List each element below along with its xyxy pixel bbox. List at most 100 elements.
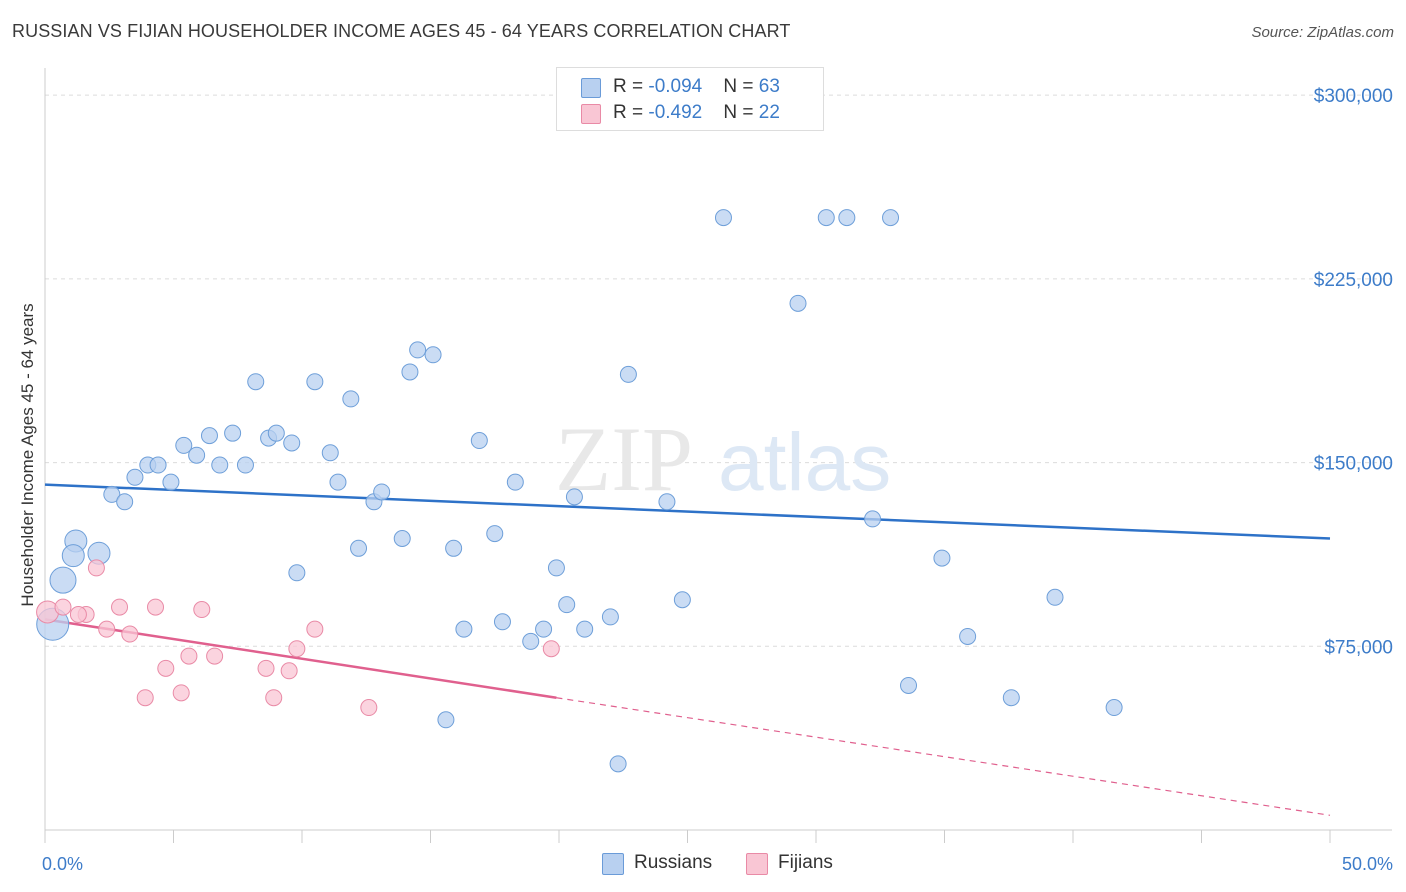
x-tick-labels: 0.0% 50.0% xyxy=(42,854,1393,874)
russian-point xyxy=(817,209,835,227)
y-tick-label: $75,000 xyxy=(1324,637,1393,658)
russian-point xyxy=(393,530,411,548)
russian-point xyxy=(103,485,121,503)
russian-point xyxy=(267,424,285,442)
y-axis-label: Householder Income Ages 45 - 64 years xyxy=(18,303,37,606)
russian-point xyxy=(329,473,347,491)
russian-point xyxy=(864,510,882,528)
fijian-point xyxy=(542,640,560,658)
legend-n-value: 22 xyxy=(758,102,780,123)
russian-point xyxy=(445,539,463,557)
russian-point xyxy=(522,632,540,650)
fijian-point xyxy=(280,662,298,680)
russian-point xyxy=(350,539,368,557)
russian-point xyxy=(455,620,473,638)
x-tick-label: 0.0% xyxy=(42,854,83,874)
russian-point xyxy=(200,427,218,445)
chart-title: RUSSIAN VS FIJIAN HOUSEHOLDER INCOME AGE… xyxy=(12,21,791,41)
watermark-atlas: atlas xyxy=(718,417,891,508)
russian-point xyxy=(49,566,77,594)
russian-point xyxy=(424,346,442,364)
russian-point xyxy=(211,456,229,474)
fijian-point xyxy=(87,559,105,577)
russian-point xyxy=(188,446,206,464)
legend-r-value: -0.094 xyxy=(648,76,703,97)
fijian-point xyxy=(306,620,324,638)
y-tick-label: $300,000 xyxy=(1314,86,1393,107)
fijian-point xyxy=(206,647,224,665)
russian-point xyxy=(609,755,627,773)
russian-point xyxy=(900,676,918,694)
russian-trend-line xyxy=(44,483,1331,540)
fijian-point xyxy=(193,601,211,619)
russian-point xyxy=(658,493,676,511)
russian-point xyxy=(1105,699,1123,717)
legend-swatch-russians xyxy=(581,78,601,98)
russian-point xyxy=(838,209,856,227)
russian-point xyxy=(714,209,732,227)
legend-r-label: R = xyxy=(613,76,649,97)
russian-point xyxy=(149,456,167,474)
russians-swatch xyxy=(602,853,624,875)
russian-point xyxy=(1046,588,1064,606)
legend-n-value: 63 xyxy=(758,76,780,97)
russian-point xyxy=(437,711,455,729)
fijian-point xyxy=(111,598,129,616)
russian-point xyxy=(558,596,576,614)
fijian-point xyxy=(360,699,378,717)
russian-point xyxy=(236,456,254,474)
fijian-point xyxy=(121,625,139,643)
trend-lines xyxy=(44,483,1331,816)
russian-point xyxy=(506,473,524,491)
russian-point xyxy=(576,620,594,638)
fijian-point xyxy=(288,640,306,658)
source-label: Source: ZipAtlas.com xyxy=(1251,24,1394,41)
russian-point xyxy=(619,365,637,383)
legend-r-label: R = xyxy=(613,102,649,123)
russian-point xyxy=(547,559,565,577)
fijian-point xyxy=(172,684,190,702)
russians-label: Russians xyxy=(634,852,713,873)
fijian-point xyxy=(157,659,175,677)
y-tick-label: $150,000 xyxy=(1314,454,1393,475)
fijian-point xyxy=(147,598,165,616)
russian-point xyxy=(493,613,511,631)
fijian-trend-line xyxy=(44,618,557,699)
russian-point xyxy=(789,294,807,312)
grid-lines xyxy=(45,94,1392,647)
russian-point xyxy=(673,591,691,609)
russian-point xyxy=(162,473,180,491)
y-tick-label: $225,000 xyxy=(1314,270,1393,291)
russian-point xyxy=(342,390,360,408)
russian-point xyxy=(175,436,193,454)
russian-point xyxy=(409,341,427,359)
fijian-point xyxy=(98,620,116,638)
russian-point xyxy=(288,564,306,582)
fijian-point xyxy=(180,647,198,665)
russian-point xyxy=(1002,689,1020,707)
russian-point xyxy=(306,373,324,391)
fijian-point xyxy=(54,598,72,616)
x-tick-label: 50.0% xyxy=(1342,854,1393,874)
russian-point xyxy=(486,525,504,543)
russian-point xyxy=(126,468,144,486)
correlation-legend: R = -0.094 N = 63 R = -0.492 N = 22 xyxy=(556,67,824,131)
russian-point xyxy=(601,608,619,626)
legend-n-label: N = xyxy=(723,76,759,97)
y-tick-labels: $75,000 $150,000 $225,000 $300,000 xyxy=(1314,86,1393,658)
russian-point xyxy=(959,627,977,645)
russian-point xyxy=(224,424,242,442)
russian-point xyxy=(373,483,391,501)
russian-point xyxy=(61,544,85,568)
axes xyxy=(44,68,1392,843)
series-legend: Russians Fijians xyxy=(0,852,1406,878)
russian-point xyxy=(247,373,265,391)
russian-point xyxy=(321,444,339,462)
fijian-point xyxy=(136,689,154,707)
fijians-label: Fijians xyxy=(778,852,833,873)
russian-point xyxy=(470,432,488,450)
russian-point xyxy=(283,434,301,452)
fijian-point xyxy=(257,659,275,677)
fijian-point xyxy=(69,605,87,623)
